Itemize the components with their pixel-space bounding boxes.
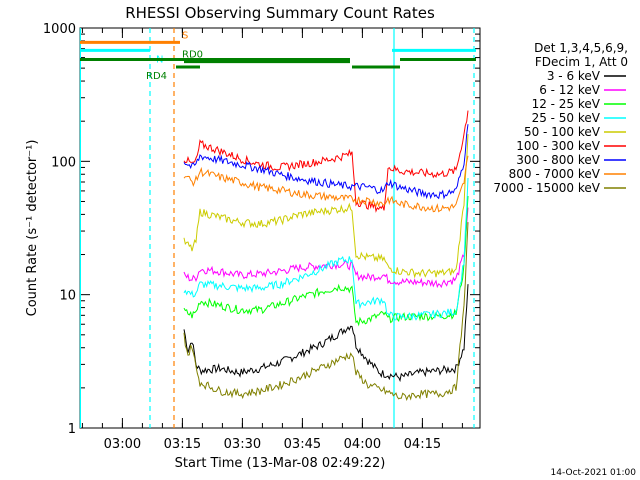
legend-label-3-6-kev: 3 - 6 keV: [547, 69, 601, 83]
legend-header-line-2: FDecim 1, Att 0: [535, 55, 628, 69]
series-line-12-25-kev: [183, 195, 469, 327]
x-tick-label: 03:30: [224, 437, 261, 452]
legend-label-25-50-kev: 25 - 50 keV: [532, 111, 601, 125]
rd0-bar-label: RD0: [182, 50, 203, 61]
x-tick-label: 04:15: [404, 437, 441, 452]
legend-label-800-7000-kev: 800 - 7000 keV: [509, 167, 601, 181]
y-tick-label: 1: [68, 422, 76, 437]
rd4-bar-label: RD4: [146, 71, 167, 82]
y-tick-label: 10: [59, 289, 76, 304]
x-tick-label: 03:15: [164, 437, 201, 452]
y-axis: 1 10 100 1000: [43, 22, 480, 437]
x-tick-label: 04:00: [344, 437, 381, 452]
legend-label-6-12-kev: 6 - 12 keV: [539, 83, 601, 97]
series-group: [183, 110, 469, 402]
legend-label-100-300-kev: 100 - 300 keV: [516, 139, 600, 153]
saa-bar-label: S: [182, 30, 188, 41]
series-line-7000-15000-kev: [183, 222, 469, 402]
series-line-100-300-kev: [183, 110, 469, 213]
x-tick-label: 03:45: [284, 437, 321, 452]
x-tick-label: 03:00: [104, 437, 141, 452]
series-line-50-100-kev: [183, 134, 469, 279]
state-bars: SNRD0RD4: [80, 30, 476, 82]
series-line-25-50-kev: [183, 177, 469, 321]
series-line-3-6-kev: [183, 284, 469, 383]
legend-label-7000-15000-kev: 7000 - 15000 keV: [493, 181, 600, 195]
y-tick-label: 100: [51, 155, 76, 170]
legend-label-12-25-kev: 12 - 25 keV: [532, 97, 601, 111]
x-axis-label: Start Time (13-Mar-08 02:49:22): [175, 456, 386, 471]
series-line-300-800-kev: [183, 124, 469, 200]
event-lines: [79, 28, 475, 428]
chart-title: RHESSI Observing Summary Count Rates: [125, 4, 435, 22]
legend-header-line-1: Det 1,3,4,5,6,9,: [534, 41, 628, 55]
x-axis: 03:00 03:15 03:30 03:45 04:00 04:15: [81, 28, 463, 452]
y-axis-label: Count Rate (s⁻¹ detector⁻¹): [25, 140, 40, 317]
footer-timestamp: 14-Oct-2021 01:00: [551, 468, 637, 478]
y-tick-label: 1000: [43, 22, 76, 37]
series-line-800-7000-kev: [183, 155, 469, 213]
legend-label-300-800-kev: 300 - 800 keV: [516, 153, 600, 167]
legend-label-50-100-kev: 50 - 100 keV: [524, 125, 601, 139]
